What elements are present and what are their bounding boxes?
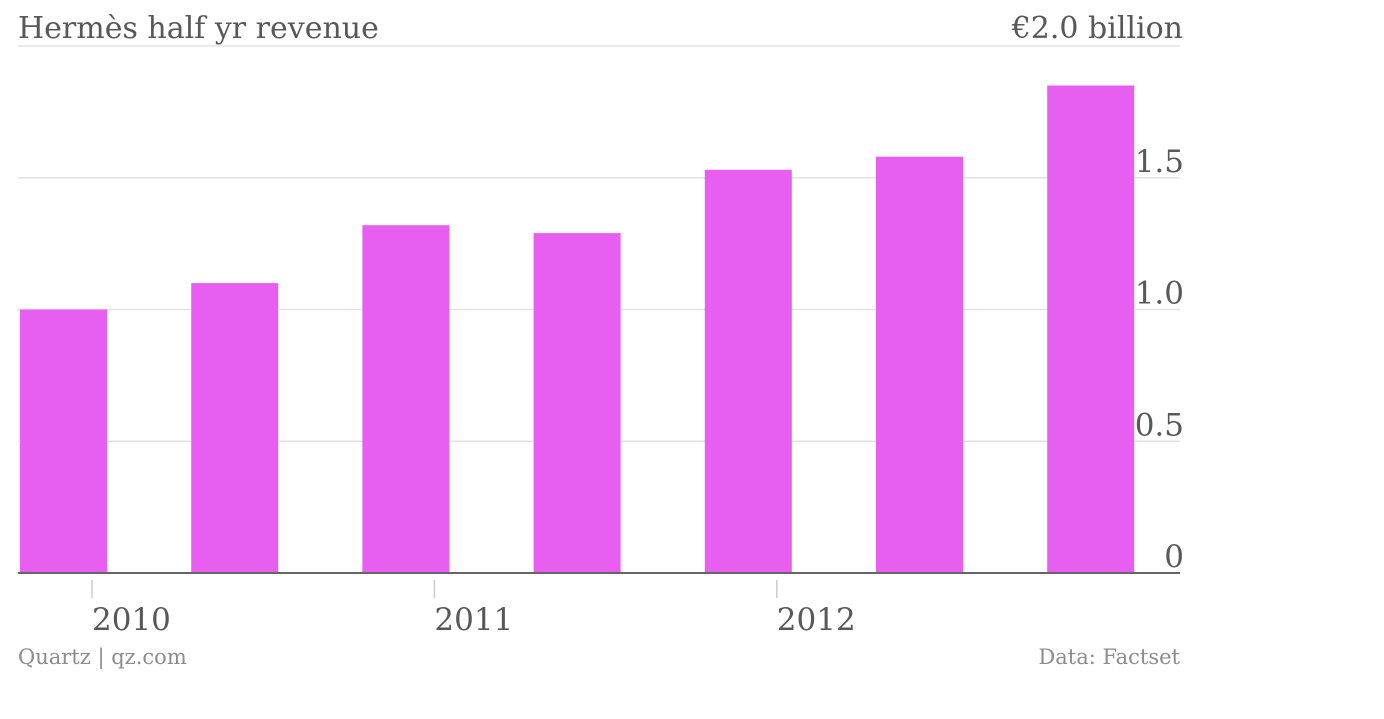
bar-2010-h1 (20, 309, 107, 573)
x-tick-label: 2012 (777, 602, 856, 638)
bars (20, 85, 1135, 574)
bar-2011-h1 (362, 225, 450, 573)
bar-2012-h2 (876, 156, 963, 573)
y-tick-label: 0 (1164, 539, 1184, 575)
bar-2010-h2 (191, 283, 279, 573)
y-tick-label: 1.5 (1135, 144, 1184, 180)
bar-2013-h1 (1047, 85, 1135, 573)
x-axis-ticks: 2010 2011 2012 (91, 580, 856, 638)
bar-2011-h2 (533, 233, 621, 573)
credit-label: Quartz | qz.com (18, 645, 187, 670)
chart-title: Hermès half yr revenue (18, 11, 379, 46)
y-tick-label: 0.5 (1135, 407, 1184, 443)
x-tick-label: 2010 (92, 602, 171, 638)
y-axis-tick-labels: 0 0.5 1.0 1.5 (1135, 144, 1184, 575)
y-tick-label: 1.0 (1135, 276, 1184, 312)
bar-2012-h1 (704, 169, 792, 574)
x-tick-label: 2011 (434, 602, 513, 638)
source-label: Data: Factset (1038, 645, 1180, 669)
y-axis-top-label: €2.0 billion (1011, 11, 1183, 46)
